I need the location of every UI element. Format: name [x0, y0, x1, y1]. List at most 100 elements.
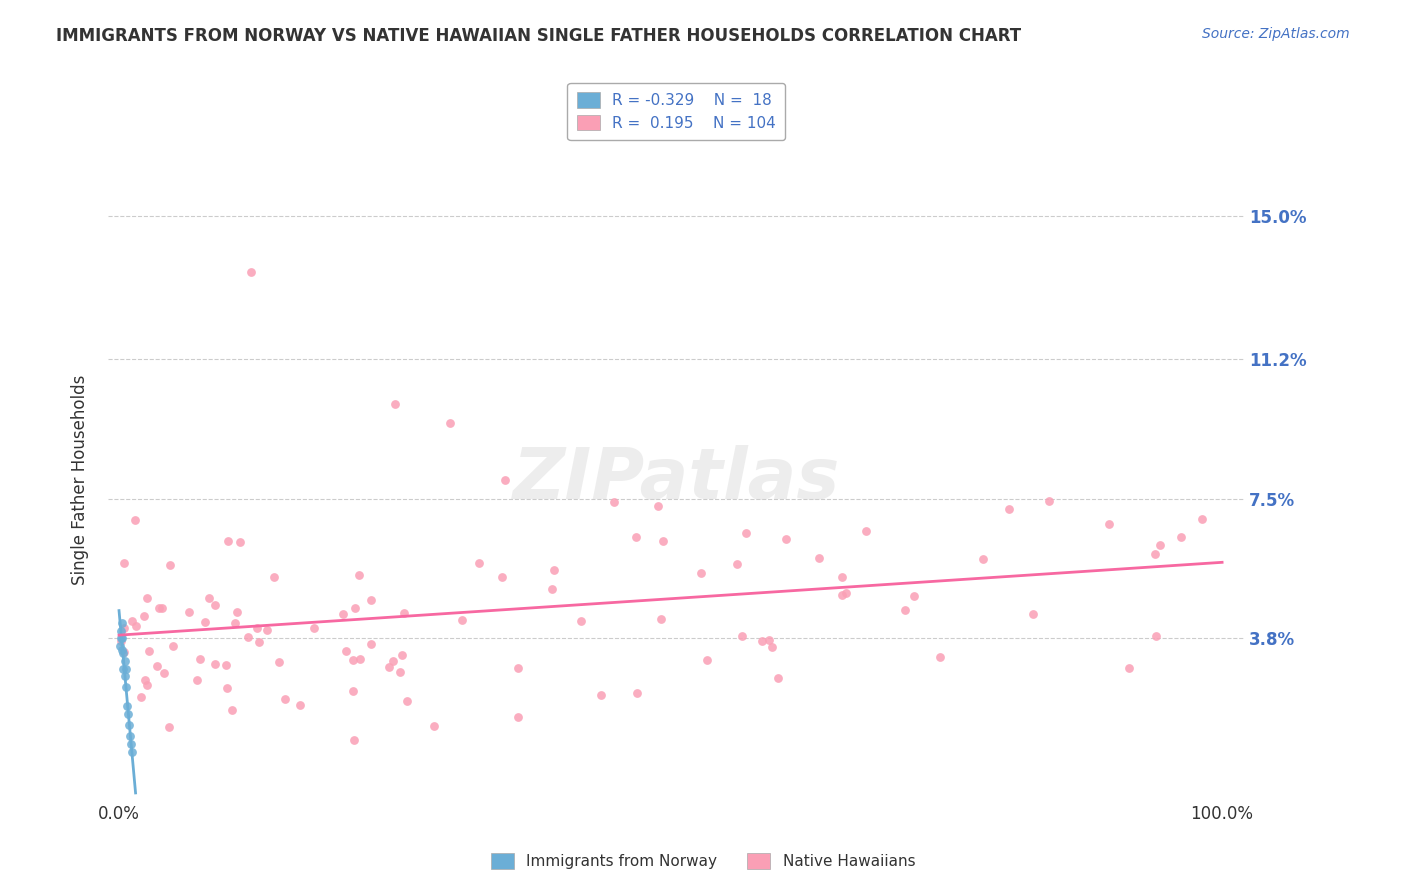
Point: [112, 556, 135, 570]
Point: [138, 644, 160, 658]
Point: [491, 570, 513, 584]
Point: [1170, 530, 1192, 544]
Point: [152, 665, 174, 680]
Point: [332, 607, 354, 622]
Point: [194, 615, 217, 629]
Point: [569, 614, 592, 628]
Point: [423, 719, 446, 733]
Point: [111, 642, 134, 657]
Point: [177, 605, 200, 619]
Point: [1191, 512, 1213, 526]
Point: [110, 624, 132, 638]
Point: [650, 612, 672, 626]
Point: [215, 657, 238, 672]
Point: [125, 619, 148, 633]
Point: [360, 593, 382, 607]
Point: [120, 737, 142, 751]
Point: [396, 694, 419, 708]
Point: [129, 690, 152, 704]
Point: [112, 661, 135, 675]
Point: [186, 673, 208, 687]
Point: [696, 653, 718, 667]
Point: [758, 633, 780, 648]
Point: [893, 602, 915, 616]
Point: [136, 678, 159, 692]
Point: [384, 397, 406, 411]
Point: [204, 599, 226, 613]
Point: [121, 614, 143, 628]
Point: [150, 601, 173, 615]
Point: [1098, 516, 1121, 531]
Point: [215, 681, 238, 696]
Point: [121, 745, 143, 759]
Point: [114, 654, 136, 668]
Point: [118, 718, 141, 732]
Point: [114, 681, 136, 695]
Point: [392, 607, 415, 621]
Point: [111, 632, 134, 646]
Point: [136, 591, 159, 605]
Point: [112, 647, 135, 661]
Point: [494, 473, 516, 487]
Point: [388, 665, 411, 680]
Point: [118, 730, 141, 744]
Point: [766, 671, 789, 685]
Point: [114, 661, 136, 675]
Point: [110, 633, 132, 648]
Point: [342, 683, 364, 698]
Point: [263, 569, 285, 583]
Point: [1022, 607, 1045, 621]
Point: [735, 526, 758, 541]
Text: IMMIGRANTS FROM NORWAY VS NATIVE HAWAIIAN SINGLE FATHER HOUSEHOLDS CORRELATION C: IMMIGRANTS FROM NORWAY VS NATIVE HAWAIIA…: [56, 27, 1021, 45]
Point: [689, 566, 711, 580]
Point: [343, 733, 366, 747]
Point: [541, 582, 564, 597]
Point: [162, 639, 184, 653]
Point: [267, 655, 290, 669]
Point: [188, 652, 211, 666]
Point: [198, 591, 221, 605]
Point: [221, 703, 243, 717]
Point: [335, 644, 357, 658]
Point: [304, 621, 326, 635]
Point: [647, 500, 669, 514]
Point: [751, 633, 773, 648]
Point: [256, 623, 278, 637]
Point: [602, 495, 624, 509]
Text: Source: ZipAtlas.com: Source: ZipAtlas.com: [1202, 27, 1350, 41]
Point: [725, 557, 748, 571]
Point: [157, 720, 180, 734]
Point: [543, 562, 565, 576]
Point: [835, 585, 858, 599]
Point: [360, 636, 382, 650]
Legend: Immigrants from Norway, Native Hawaiians: Immigrants from Norway, Native Hawaiians: [485, 847, 921, 875]
Point: [450, 613, 472, 627]
Point: [159, 558, 181, 572]
Point: [1118, 661, 1140, 675]
Point: [217, 534, 239, 549]
Point: [624, 530, 647, 544]
Point: [240, 265, 263, 279]
Point: [998, 502, 1021, 516]
Point: [1144, 629, 1167, 643]
Point: [148, 601, 170, 615]
Point: [626, 686, 648, 700]
Point: [651, 534, 673, 549]
Point: [831, 570, 853, 584]
Point: [110, 632, 132, 646]
Point: [229, 535, 252, 549]
Point: [288, 698, 311, 712]
Point: [589, 689, 612, 703]
Point: [903, 589, 925, 603]
Point: [378, 660, 401, 674]
Point: [775, 532, 797, 546]
Point: [236, 631, 259, 645]
Point: [506, 661, 529, 675]
Point: [1038, 494, 1060, 508]
Point: [344, 601, 367, 615]
Point: [246, 620, 269, 634]
Point: [117, 706, 139, 721]
Point: [111, 616, 134, 631]
Text: ZIPatlas: ZIPatlas: [512, 445, 839, 515]
Point: [439, 416, 461, 430]
